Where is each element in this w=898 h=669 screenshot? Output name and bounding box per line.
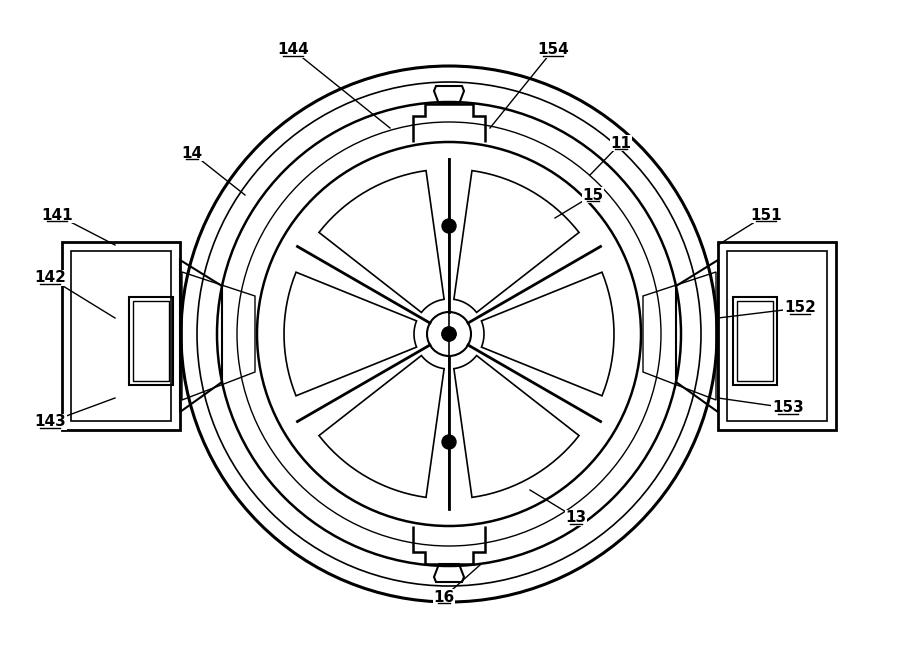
Bar (718, 242, 836, 430)
Text: 141: 141 (41, 207, 73, 223)
Text: 16: 16 (434, 589, 454, 605)
Circle shape (442, 327, 456, 341)
Bar (133, 301, 169, 381)
Bar (737, 301, 773, 381)
Text: 154: 154 (537, 43, 568, 58)
Text: 144: 144 (277, 43, 309, 58)
Text: 14: 14 (181, 145, 203, 161)
Bar (129, 297, 173, 385)
Circle shape (442, 435, 456, 449)
Bar (727, 251, 827, 421)
Text: 15: 15 (583, 187, 603, 203)
Circle shape (442, 219, 456, 233)
Text: 143: 143 (34, 415, 66, 429)
Bar (71, 251, 171, 421)
Circle shape (442, 327, 456, 341)
Text: 142: 142 (34, 270, 66, 286)
Text: 153: 153 (772, 401, 804, 415)
Text: 152: 152 (784, 300, 816, 316)
Bar (733, 297, 777, 385)
Text: 151: 151 (750, 207, 782, 223)
Bar (62, 242, 180, 430)
Text: 11: 11 (611, 136, 631, 151)
Text: 13: 13 (566, 510, 586, 526)
